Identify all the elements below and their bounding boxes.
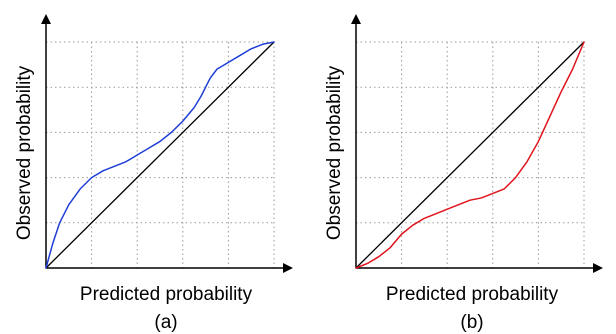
panel-a-x-axis-label: Predicted probability — [80, 284, 253, 305]
panel-a-caption: (a) — [154, 312, 177, 333]
panel-a-y-axis-label: Observed probability — [14, 65, 35, 240]
panel-b: Predicted probability Observed probabili… — [324, 14, 603, 333]
panel-b-y-axis-label: Observed probability — [324, 65, 345, 240]
panel-a-calibration-line — [45, 41, 275, 269]
panel-b-grid — [356, 41, 585, 268]
panel-b-reference-line — [355, 41, 585, 269]
panel-b-caption: (b) — [460, 312, 483, 333]
panel-a-axes — [41, 14, 293, 273]
panel-a-series — [45, 41, 275, 269]
panel-b-series — [355, 41, 585, 269]
panel-a-reference-line — [45, 41, 275, 269]
panel-a: Predicted probability Observed probabili… — [14, 14, 293, 333]
panel-b-axes — [351, 14, 603, 273]
panel-b-calibration-line — [355, 41, 585, 269]
panel-b-x-axis-label: Predicted probability — [386, 284, 559, 305]
